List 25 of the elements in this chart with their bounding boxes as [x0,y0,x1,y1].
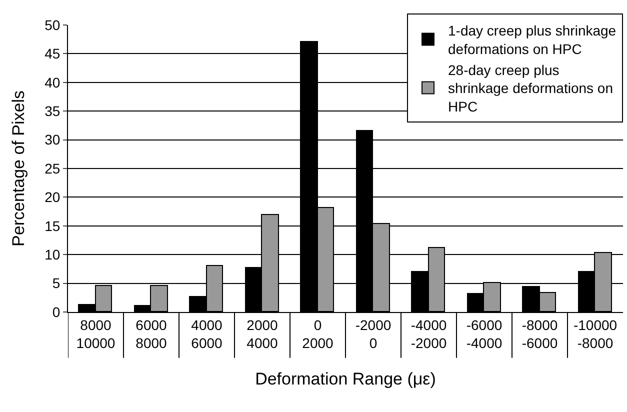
x-tick-label: 6000 8000 [136,316,168,351]
y-tick-label: 25 [44,160,60,176]
y-tick-label: 0 [52,304,60,320]
y-tick-label: 5 [52,275,60,292]
x-tick-label: -6000 -4000 [466,316,502,351]
y-axis-title: Percentage of Pixels [9,90,28,246]
y-tick-label: 30 [44,132,60,148]
x-tick-label: -8000 -6000 [522,316,558,351]
x-axis-title: Deformation Range (με) [255,369,436,388]
y-tick-label: 20 [44,189,60,206]
x-tick-label: -2000 0 [355,316,392,351]
y-tick-label: 50 [44,16,60,33]
x-tick-label: -10000 -8000 [573,316,618,351]
y-tick-label: 35 [44,103,60,119]
x-tick-label: -4000 -2000 [410,316,447,351]
x-tick-label: 2000 4000 [246,316,278,351]
x-tick-label: 0 2000 [302,316,334,351]
legend-label: 1-day creep plus shrinkage deformations on HPC [448,22,616,57]
y-tick-label: 15 [44,218,60,234]
legend-label: 28-day creep plus shrinkage deformations on HPC [448,62,613,114]
x-tick-label: 4000 6000 [191,316,223,351]
y-tick-label: 10 [44,246,60,262]
y-tick-label: 45 [44,46,60,62]
y-tick-label: 40 [44,74,60,90]
x-tick-label: 8000 10000 [76,316,116,351]
